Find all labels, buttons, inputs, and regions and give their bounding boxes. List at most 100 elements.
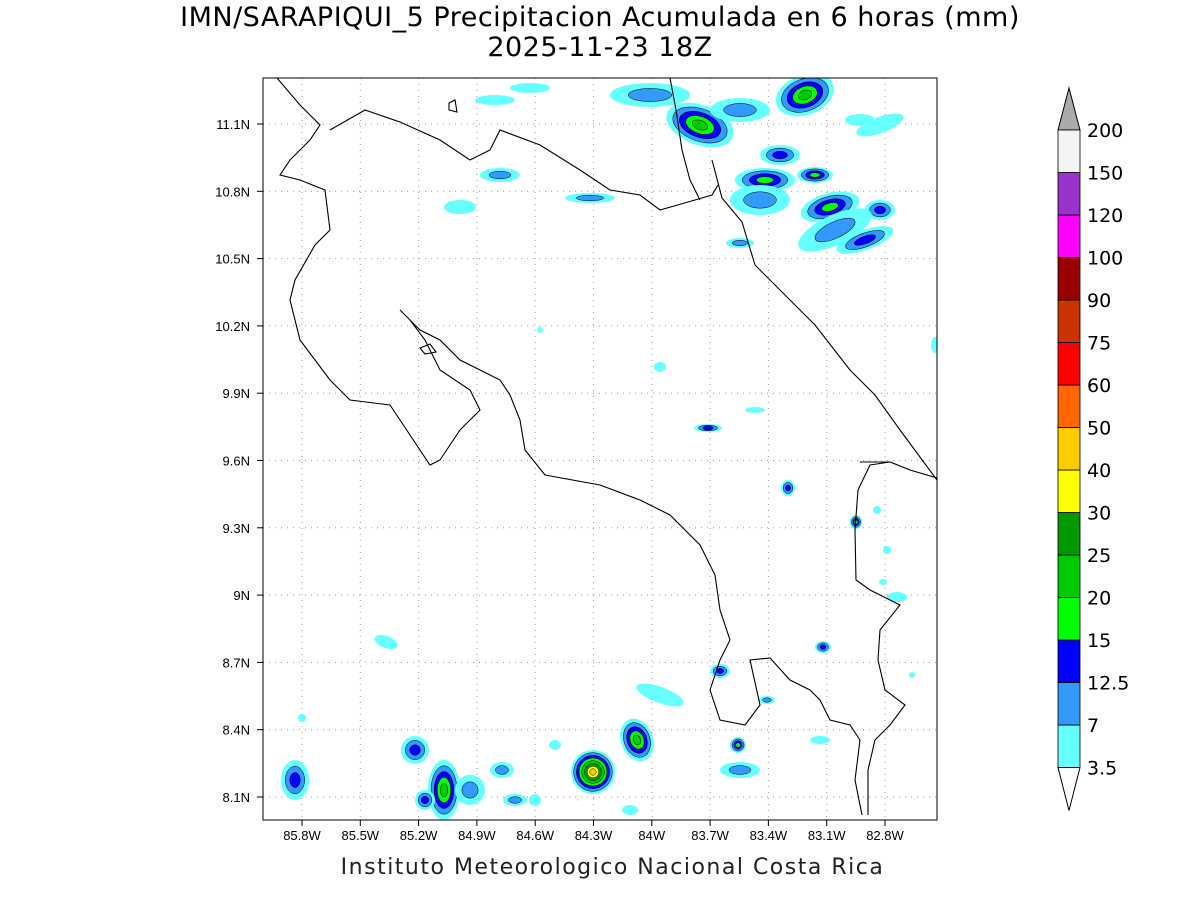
- precip-cell: [883, 546, 891, 554]
- precip-contour: [589, 768, 597, 776]
- panama-coastline: [854, 461, 937, 815]
- precip-cell: [503, 794, 527, 806]
- colorbar-level-label: 60: [1087, 375, 1111, 397]
- lat-label: 9.9N: [223, 386, 250, 401]
- colorbar-swatch: [1057, 512, 1081, 556]
- precip-cell: [298, 714, 306, 722]
- lat-label: 10.2N: [215, 319, 250, 334]
- precip-contour: [298, 714, 306, 722]
- colorbar-swatch: [1057, 172, 1081, 216]
- precip-cell: [759, 696, 775, 704]
- precip-cell: [571, 750, 615, 794]
- lon-label: 83.1W: [808, 828, 846, 843]
- coastlines-borders: [276, 78, 937, 816]
- precip-contour: [810, 736, 830, 744]
- precip-cell: [730, 185, 790, 215]
- precip-cell: [537, 327, 543, 333]
- precip-cell: [720, 762, 760, 778]
- precip-contour: [772, 151, 788, 159]
- colorbar-swatch: [1057, 639, 1081, 683]
- precip-contour: [798, 89, 812, 101]
- lat-label: 9N: [233, 588, 250, 603]
- lon-label: 84.6W: [516, 828, 554, 843]
- precip-cell: [565, 193, 615, 203]
- precip-cell: [745, 407, 765, 413]
- precip-cell: [760, 145, 800, 165]
- colorbar-level-label: 12.5: [1087, 673, 1129, 695]
- precip-contour: [475, 95, 515, 105]
- precip-cell: [887, 592, 907, 602]
- lat-label: 10.5N: [215, 252, 250, 267]
- colorbar-over-triangle: [1057, 86, 1081, 131]
- graticule: [263, 78, 937, 820]
- precip-contour: [444, 200, 476, 214]
- precip-cell: [931, 337, 937, 353]
- precip-contour: [874, 206, 886, 214]
- lat-label: 8.4N: [223, 723, 250, 738]
- nicaragua-caribbean-coast: [669, 78, 701, 201]
- precip-cell: [710, 664, 730, 678]
- precip-contour: [636, 683, 684, 707]
- lat-label: 8.7N: [223, 655, 250, 670]
- nicaragua-border: [329, 109, 719, 211]
- colorbar-level-label: 20: [1087, 588, 1111, 610]
- lat-label: 10.8N: [215, 184, 250, 199]
- precip-cell: [865, 200, 895, 220]
- precip-contour: [879, 579, 887, 585]
- precip-cell: [374, 635, 398, 649]
- lon-label: 85.2W: [400, 828, 438, 843]
- lat-label: 11.1N: [216, 117, 250, 132]
- lat-label: 9.6N: [223, 454, 250, 469]
- precip-cell: [480, 168, 520, 182]
- precip-contour: [421, 796, 429, 804]
- precip-contour: [510, 83, 550, 93]
- precip-cell: [726, 238, 754, 248]
- precip-contour: [702, 425, 714, 431]
- colorbar-level-label: 200: [1087, 120, 1123, 142]
- precip-cell: [401, 736, 429, 764]
- island-lake: [448, 99, 458, 113]
- colorbar-level-label: 25: [1087, 545, 1111, 567]
- lon-label: 83.7W: [691, 828, 729, 843]
- colorbar-level-label: 7: [1087, 715, 1099, 737]
- precip-contour: [654, 362, 666, 372]
- precip-cell: [444, 200, 476, 214]
- colorbar-swatch: [1057, 469, 1081, 513]
- precip-contour: [931, 337, 937, 353]
- colorbar-swatch: [1057, 299, 1081, 343]
- precip-cell: [428, 760, 460, 820]
- precip-contour: [576, 195, 604, 201]
- lon-label: 82.8W: [866, 828, 904, 843]
- caribbean-coastline: [711, 159, 937, 481]
- precip-contour: [728, 765, 752, 775]
- precip-contour: [809, 172, 821, 178]
- precip-cell: [815, 641, 831, 653]
- lon-label: 84.3W: [575, 828, 613, 843]
- precip-contour: [289, 772, 301, 788]
- precip-cell: [798, 208, 872, 252]
- precip-contour: [735, 742, 741, 748]
- precip-contour: [909, 672, 915, 678]
- precip-cell: [873, 506, 881, 514]
- precip-contour: [756, 176, 774, 184]
- precip-cell: [856, 113, 904, 137]
- precip-contour: [845, 114, 875, 126]
- colorbar-swatch: [1057, 129, 1081, 173]
- precip-contour: [819, 644, 827, 650]
- colorbar-swatch: [1057, 427, 1081, 471]
- precip-contour: [854, 234, 876, 246]
- precip-cell: [490, 762, 514, 778]
- precipitation-field: [281, 78, 937, 820]
- precip-contour: [821, 202, 839, 212]
- precip-cell: [694, 424, 722, 432]
- colorbar-level-label: 90: [1087, 290, 1111, 312]
- colorbar-under-triangle: [1057, 767, 1081, 811]
- colorbar-swatch: [1057, 554, 1081, 598]
- colorbar-swatch: [1057, 257, 1081, 301]
- precip-cell: [781, 480, 795, 496]
- precip-contour: [723, 103, 757, 117]
- map-frame: [262, 77, 938, 821]
- precip-cell: [845, 114, 875, 126]
- precip-cell: [836, 226, 894, 254]
